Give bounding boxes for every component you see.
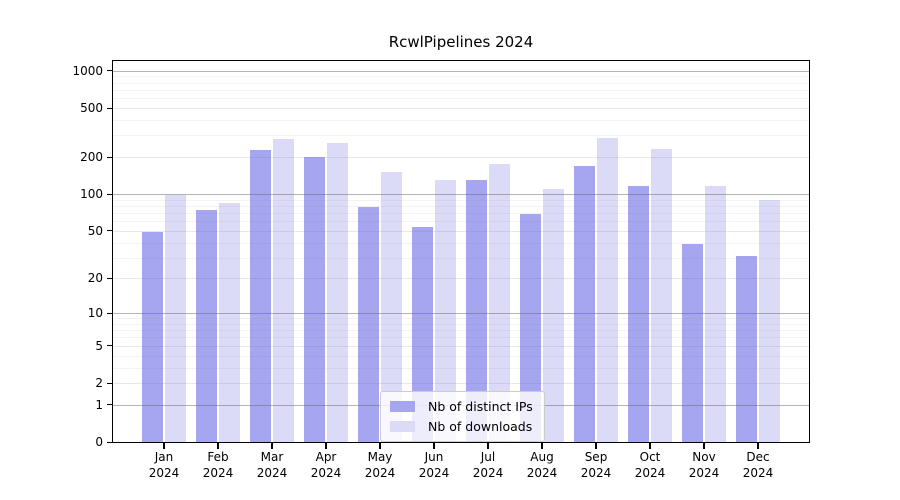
y-tick-label-20: 20: [87, 271, 103, 286]
axis-layer: 0 1 2 5 10 20 50 100 200 500 1000 Jan 2024 Feb 2024 Mar…: [72, 61, 809, 480]
y-tick-label-5: 5: [95, 338, 103, 353]
bar-nb-of-distinct-ips-jun-2024: [412, 226, 433, 442]
y-tick-label-10: 10: [87, 306, 103, 321]
bar-nb-of-distinct-ips-nov-2024: [682, 243, 703, 442]
legend-item-distinct-ips: Nb of distinct IPs: [390, 399, 533, 414]
x-tick-mark-sep-2024: [595, 443, 597, 449]
x-tick-mark-apr-2024: [325, 443, 327, 449]
bar-nb-of-distinct-ips-mar-2024: [250, 149, 271, 442]
x-tick-mark-nov-2024: [703, 443, 705, 449]
x-tick-label-jan-2024: Jan 2024: [148, 450, 180, 480]
legend: Nb of distinct IPs Nb of downloads: [380, 391, 545, 442]
x-tick-label-dec-2024: Dec 2024: [742, 450, 774, 480]
bar-nb-of-downloads-feb-2024: [219, 203, 240, 442]
x-tick-label-feb-2024: Feb 2024: [202, 450, 234, 480]
bar-nb-of-downloads-aug-2024: [543, 189, 564, 442]
plot-area: 0 1 2 5 10 20 50 100 200 500 1000 Jan 2024 Feb 2024 Mar…: [72, 60, 810, 480]
legend-label-distinct-ips: Nb of distinct IPs: [428, 399, 533, 414]
x-tick-label-jun-2024: Jun 2024: [418, 450, 450, 480]
y-tick-mark-10: [107, 312, 112, 314]
x-tick-mark-jun-2024: [433, 443, 435, 449]
x-tick-label-nov-2024: Nov 2024: [688, 450, 720, 480]
y-tick-mark-0: [107, 441, 112, 443]
y-tick-mark-200: [107, 156, 112, 158]
x-tick-label-apr-2024: Apr 2024: [310, 450, 342, 480]
x-tick-mark-aug-2024: [541, 443, 543, 449]
y-tick-label-2: 2: [95, 376, 103, 390]
x-tick-mark-may-2024: [379, 443, 381, 449]
bar-nb-of-downloads-may-2024: [381, 172, 402, 442]
y-tick-label-500: 500: [80, 101, 103, 115]
bar-nb-of-downloads-jul-2024: [489, 163, 510, 442]
bar-nb-of-distinct-ips-jul-2024: [466, 179, 487, 442]
y-tick-label-100: 100: [80, 187, 103, 201]
x-tick-label-mar-2024: Mar 2024: [256, 450, 288, 480]
y-tick-label-0: 0: [95, 435, 103, 449]
bar-nb-of-distinct-ips-feb-2024: [196, 210, 217, 442]
bar-nb-of-downloads-sep-2024: [597, 137, 618, 442]
y-tick-mark-1000: [107, 70, 112, 72]
legend-label-downloads: Nb of downloads: [428, 419, 533, 434]
bar-nb-of-distinct-ips-jan-2024: [142, 231, 163, 442]
x-tick-label-sep-2024: Sep 2024: [580, 450, 612, 480]
bar-nb-of-distinct-ips-may-2024: [358, 207, 379, 442]
y-tick-mark-2: [107, 382, 112, 384]
y-tick-mark-100: [107, 193, 112, 195]
y-tick-mark-5: [107, 345, 112, 347]
y-tick-mark-500: [107, 107, 112, 109]
y-tick-label-1000: 1000: [72, 63, 103, 78]
y-tick-mark-50: [107, 230, 112, 232]
bar-nb-of-distinct-ips-sep-2024: [574, 166, 595, 442]
y-tick-label-200: 200: [80, 150, 103, 164]
legend-swatch-downloads: [390, 421, 415, 432]
bars-layer: [113, 61, 809, 442]
x-tick-mark-dec-2024: [757, 443, 759, 449]
x-tick-label-oct-2024: Oct 2024: [634, 450, 666, 480]
bar-nb-of-downloads-jan-2024: [165, 195, 186, 442]
bar-nb-of-downloads-jun-2024: [435, 179, 456, 442]
y-tick-label-50: 50: [87, 223, 103, 238]
y-tick-mark-1: [107, 404, 112, 406]
bar-nb-of-downloads-dec-2024: [759, 199, 780, 442]
y-tick-label-1: 1: [95, 397, 103, 412]
x-tick-mark-oct-2024: [649, 443, 651, 449]
chart-title: RcwlPipelines 2024: [388, 33, 534, 51]
x-tick-label-may-2024: May 2024: [364, 450, 396, 480]
bar-nb-of-distinct-ips-aug-2024: [520, 213, 541, 442]
x-tick-label-jul-2024: Jul 2024: [472, 450, 504, 480]
x-tick-mark-feb-2024: [217, 443, 219, 449]
legend-item-downloads: Nb of downloads: [390, 419, 533, 434]
bar-nb-of-downloads-apr-2024: [327, 143, 348, 442]
x-tick-mark-jan-2024: [163, 443, 165, 449]
legend-swatch-distinct-ips: [390, 401, 415, 412]
x-tick-mark-jul-2024: [487, 443, 489, 449]
y-tick-mark-20: [107, 277, 112, 280]
bar-nb-of-downloads-oct-2024: [651, 149, 672, 442]
bar-nb-of-distinct-ips-dec-2024: [736, 255, 757, 442]
bar-nb-of-downloads-mar-2024: [273, 138, 294, 442]
bar-nb-of-distinct-ips-apr-2024: [304, 156, 325, 442]
x-tick-label-aug-2024: Aug 2024: [526, 450, 558, 480]
x-tick-mark-mar-2024: [271, 443, 273, 449]
